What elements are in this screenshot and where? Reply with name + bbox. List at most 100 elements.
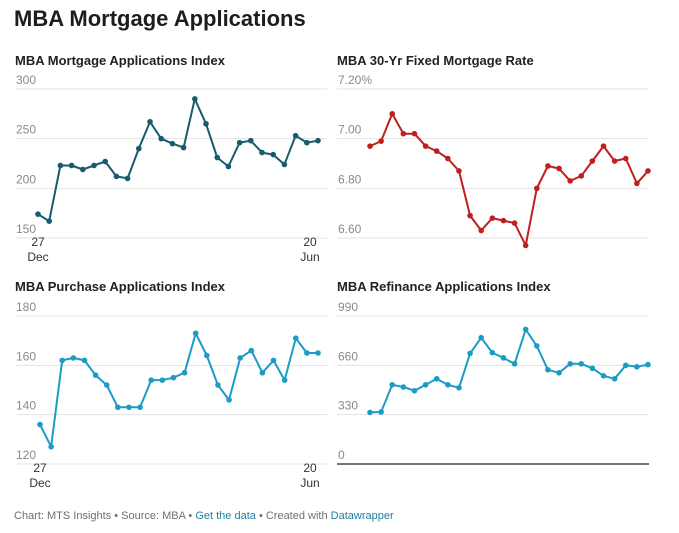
chart-2-data-point (389, 111, 396, 117)
chart-2-data-point (467, 212, 473, 219)
chart-2-data-point (611, 158, 618, 164)
chart-2-data-point (567, 178, 573, 184)
chart-3-ytick-label: 140 (16, 399, 36, 413)
chart-2-title: MBA 30-Yr Fixed Mortgage Rate (337, 53, 534, 68)
chart-1-data-point (136, 145, 142, 152)
chart-2-data-point (556, 165, 562, 172)
chart-2-data-point (589, 158, 596, 164)
chart-1-xtick-sublabel: Dec (27, 250, 48, 264)
chart-1-data-point (270, 151, 277, 158)
chart-3-xtick-label: 27 (33, 461, 47, 475)
chart-2-data-point (411, 130, 418, 137)
chart-3-ytick-label: 160 (16, 349, 36, 363)
chart-2-data-point (433, 148, 440, 154)
chart-4-data-point (534, 343, 540, 349)
chart-3-data-point (181, 369, 188, 376)
chart-1-data-point (180, 144, 187, 151)
chart-4-data-point (467, 350, 473, 357)
chart-4-data-point (622, 362, 629, 369)
chart-1-data-point (158, 135, 164, 142)
chart-2-ytick-label: 7.00 (338, 123, 362, 137)
chart-1-series-line (37, 97, 319, 223)
chart-3-data-point (81, 357, 88, 364)
chart-4-data-point (567, 361, 573, 367)
chart-2-data-point (456, 168, 462, 174)
chart-4-data-point (367, 409, 373, 416)
chart-2-data-point (634, 180, 640, 187)
chart-4-data-point (556, 370, 562, 376)
page-title: MBA Mortgage Applications (14, 6, 306, 31)
chart-3-data-point (59, 357, 66, 364)
chart-2-data-point (378, 138, 384, 144)
chart-2-data-point (545, 163, 551, 169)
chart-1-data-point (113, 173, 120, 180)
chart-4-data-point (645, 361, 651, 368)
chart-3-ytick-label: 180 (16, 300, 36, 314)
chart-1-xtick-label: 27 (31, 235, 45, 249)
chart-2-data-point (511, 220, 518, 226)
chart-3-data-point (126, 404, 132, 411)
chart-3-xtick-sublabel: Jun (300, 476, 319, 490)
chart-4-ytick-label: 990 (338, 300, 358, 314)
chart-1-data-point (46, 218, 52, 224)
chart-2-data-point (522, 242, 529, 249)
chart-4-ytick-label: 330 (338, 399, 358, 413)
chart-1-data-point (80, 166, 86, 173)
chart-4-data-point (511, 361, 518, 367)
chart-4-data-point (545, 367, 551, 373)
chart-4-ytick-label: 660 (338, 349, 358, 363)
chart-1-title: MBA Mortgage Applications Index (15, 53, 226, 68)
chart-2-ytick-label: 7.20% (338, 73, 372, 87)
chart-4-data-point (634, 364, 640, 370)
chart-2-data-point (489, 215, 496, 221)
chart-1-ytick-label: 300 (16, 73, 36, 87)
chart-1-data-point (102, 158, 108, 165)
get-the-data-link[interactable]: Get the data (195, 510, 256, 522)
chart-1-data-point (192, 96, 198, 102)
chart-3-data-point (70, 355, 77, 361)
chart-3-data-point (170, 374, 177, 381)
chart-2-data-point (367, 143, 373, 149)
charts-canvas: MBA Mortgage Applications Index300250200… (15, 53, 651, 490)
footer-credit: Chart: MTS Insights • Source: MBA • (14, 510, 193, 522)
chart-2-data-point (600, 143, 607, 149)
chart-2-ytick-label: 6.80 (338, 172, 362, 186)
chart-1-data-point (57, 162, 64, 169)
chart-4-data-point (589, 365, 596, 372)
chart-3-data-point (237, 355, 243, 361)
chart-1-data-point (248, 137, 254, 144)
chart-2-data-point (622, 155, 629, 162)
chart-4-data-point (456, 384, 462, 391)
chart-1-xtick-sublabel: Jun (300, 250, 319, 264)
chart-2-ytick-label: 6.60 (338, 222, 362, 236)
chart-2-data-point (445, 155, 451, 162)
chart-3-data-point (159, 377, 166, 383)
chart-1-data-point (304, 139, 310, 146)
chart-4-data-point (522, 326, 529, 333)
chart-4-data-point (422, 381, 429, 388)
chart-4-data-point (445, 381, 451, 388)
chart-3-xtick-sublabel: Dec (29, 476, 50, 490)
chart-1-xtick-label: 20 (303, 235, 317, 249)
chart-4-data-point (433, 375, 440, 382)
chart-3-data-point (215, 382, 221, 388)
chart-1-data-point (236, 139, 243, 146)
chart-1-data-point (315, 137, 321, 144)
chart-4-data-point (378, 409, 384, 415)
chart-4-ytick-label: 0 (338, 448, 345, 462)
chart-4-data-point (411, 387, 418, 394)
chart-1-data-point (203, 120, 209, 127)
chart-4-data-point (611, 375, 618, 382)
chart-4-data-point (478, 334, 485, 341)
datawrapper-link[interactable]: Datawrapper (330, 510, 394, 522)
chart-3-data-point (226, 397, 232, 403)
chart-2-data-point (500, 217, 507, 224)
chart-1-data-point (68, 162, 75, 169)
chart-2-data-point (578, 173, 585, 179)
chart-4-data-point (389, 381, 396, 388)
chart-3-data-point (37, 421, 43, 428)
chart-3-xtick-label: 20 (303, 461, 317, 475)
chart-3-data-point (259, 369, 266, 376)
chart-3-data-point (137, 404, 143, 411)
footer: Chart: MTS Insights • Source: MBA • Get … (14, 510, 394, 522)
